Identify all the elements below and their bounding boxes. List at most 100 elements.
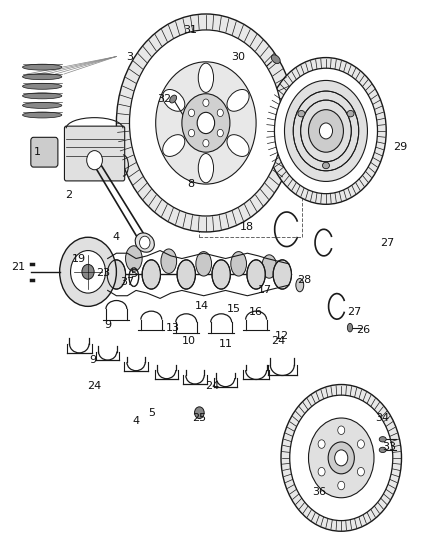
Circle shape: [335, 450, 348, 466]
Text: 1: 1: [34, 147, 41, 157]
Ellipse shape: [22, 74, 62, 80]
FancyBboxPatch shape: [31, 138, 58, 167]
Circle shape: [60, 237, 117, 306]
Ellipse shape: [227, 90, 249, 111]
Ellipse shape: [161, 249, 177, 273]
Text: 27: 27: [380, 238, 394, 247]
Text: 31: 31: [184, 25, 198, 35]
Text: 29: 29: [393, 142, 407, 152]
Circle shape: [194, 407, 204, 418]
Circle shape: [203, 140, 209, 147]
Text: 11: 11: [219, 338, 233, 349]
Text: 25: 25: [192, 413, 206, 423]
Text: 12: 12: [275, 330, 290, 341]
Ellipse shape: [142, 260, 160, 289]
Text: 37: 37: [120, 278, 134, 287]
Text: 24: 24: [88, 381, 102, 391]
Ellipse shape: [298, 110, 305, 117]
Text: 16: 16: [249, 306, 263, 317]
Text: 34: 34: [376, 413, 390, 423]
Ellipse shape: [227, 135, 249, 157]
Text: 14: 14: [194, 301, 208, 311]
Ellipse shape: [22, 102, 62, 108]
Circle shape: [87, 151, 102, 169]
Text: 19: 19: [72, 254, 86, 263]
Ellipse shape: [22, 64, 62, 70]
Circle shape: [188, 130, 194, 137]
Ellipse shape: [22, 112, 62, 118]
Text: 4: 4: [132, 416, 140, 426]
Circle shape: [188, 109, 194, 117]
Text: 10: 10: [181, 336, 195, 346]
Text: 5: 5: [148, 408, 155, 418]
Ellipse shape: [273, 260, 291, 289]
Text: 27: 27: [347, 306, 361, 317]
Circle shape: [281, 384, 402, 531]
Text: 28: 28: [297, 275, 311, 285]
Ellipse shape: [347, 324, 353, 332]
Circle shape: [130, 30, 283, 216]
Ellipse shape: [322, 163, 329, 168]
Circle shape: [82, 264, 94, 279]
Circle shape: [285, 80, 367, 181]
Circle shape: [338, 481, 345, 490]
Text: 33: 33: [382, 442, 396, 452]
Circle shape: [71, 251, 106, 293]
Ellipse shape: [22, 93, 62, 99]
Ellipse shape: [107, 260, 126, 289]
Ellipse shape: [231, 252, 247, 276]
Circle shape: [357, 440, 364, 448]
Ellipse shape: [22, 83, 62, 89]
Text: 21: 21: [11, 262, 25, 271]
Text: 24: 24: [205, 381, 219, 391]
Text: 17: 17: [258, 286, 272, 295]
Circle shape: [308, 110, 343, 152]
Ellipse shape: [170, 95, 177, 103]
Circle shape: [155, 62, 256, 184]
Ellipse shape: [198, 154, 214, 183]
Circle shape: [308, 418, 374, 498]
Text: 15: 15: [227, 304, 241, 314]
Text: 9: 9: [104, 320, 111, 330]
Ellipse shape: [162, 135, 185, 157]
Ellipse shape: [379, 447, 386, 453]
Text: 23: 23: [96, 268, 110, 278]
Circle shape: [275, 68, 378, 193]
Ellipse shape: [262, 255, 277, 278]
FancyBboxPatch shape: [64, 126, 125, 181]
Circle shape: [203, 99, 209, 107]
Circle shape: [338, 426, 345, 434]
Circle shape: [140, 236, 150, 249]
Circle shape: [217, 130, 223, 137]
Text: 36: 36: [312, 488, 326, 497]
Text: 9: 9: [89, 354, 96, 365]
Ellipse shape: [271, 55, 280, 63]
Text: 18: 18: [240, 222, 254, 232]
Ellipse shape: [162, 90, 185, 111]
Text: 3: 3: [126, 52, 133, 61]
Ellipse shape: [247, 260, 265, 289]
Ellipse shape: [296, 278, 304, 292]
Text: 5: 5: [131, 270, 138, 279]
Circle shape: [319, 123, 332, 139]
Text: 32: 32: [157, 94, 172, 104]
Ellipse shape: [198, 63, 214, 92]
Text: 4: 4: [113, 232, 120, 243]
Text: 13: 13: [166, 322, 180, 333]
Ellipse shape: [126, 246, 142, 271]
Ellipse shape: [177, 260, 195, 289]
Circle shape: [318, 440, 325, 448]
Circle shape: [328, 442, 354, 474]
Circle shape: [266, 58, 386, 204]
Circle shape: [318, 467, 325, 476]
Text: 26: 26: [356, 325, 370, 335]
Circle shape: [217, 109, 223, 117]
Ellipse shape: [135, 233, 154, 252]
Ellipse shape: [347, 110, 354, 117]
Circle shape: [117, 14, 295, 232]
Ellipse shape: [379, 437, 386, 442]
Ellipse shape: [212, 260, 230, 289]
Circle shape: [197, 112, 215, 134]
Text: 2: 2: [65, 190, 72, 200]
Circle shape: [182, 94, 230, 152]
